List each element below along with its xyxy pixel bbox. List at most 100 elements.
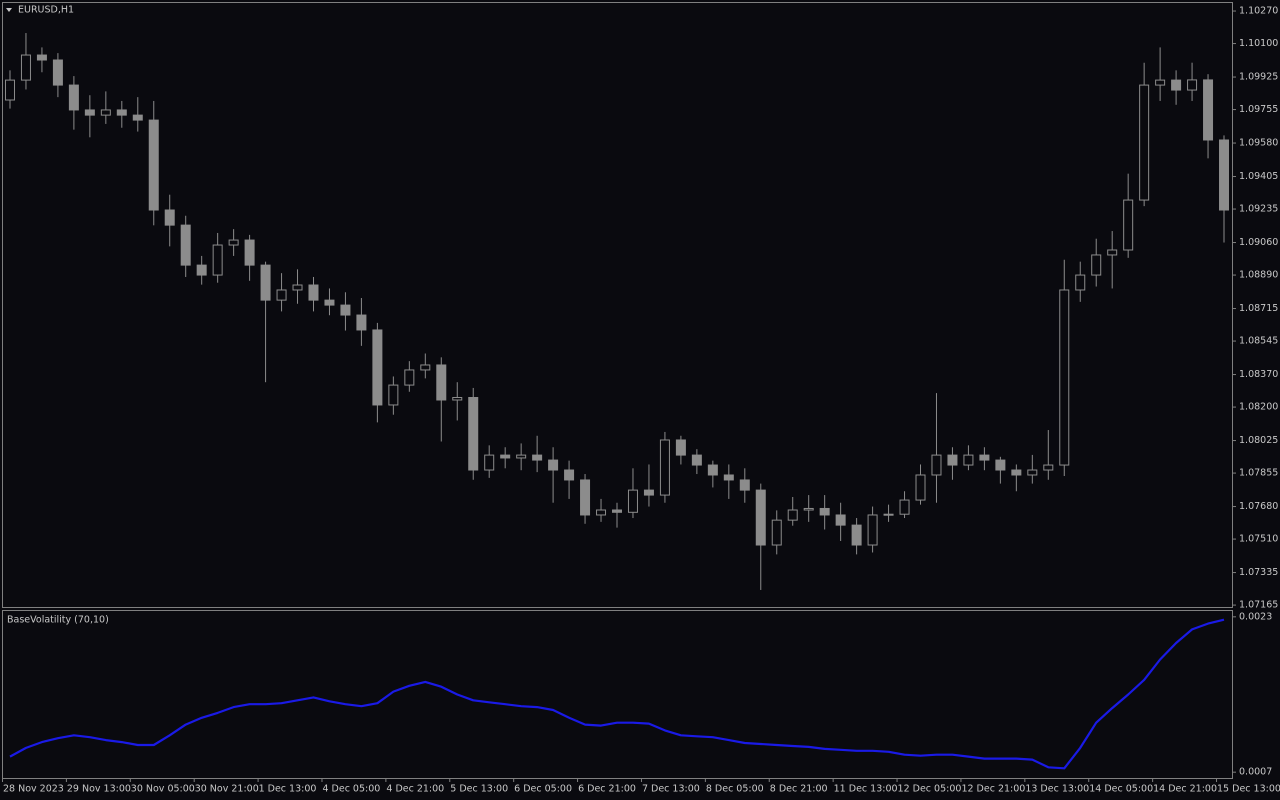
candle-body (420, 364, 431, 371)
candle-body (68, 84, 79, 111)
y-tick-label: 1.10100 (1239, 38, 1278, 49)
y-tick-label: 1.09235 (1239, 204, 1278, 215)
x-tick-label: 15 Dec 13:00 (1217, 784, 1280, 795)
candle-body (164, 209, 175, 226)
candle-body (851, 524, 862, 546)
candle-body (436, 364, 447, 401)
candle-body (564, 469, 575, 481)
candle-body (228, 239, 239, 246)
y-tick-label: 1.09925 (1239, 72, 1278, 83)
candle-body (1043, 464, 1054, 471)
candle-body (148, 119, 159, 211)
y-tick-label: 1.07165 (1239, 600, 1278, 611)
candle-body (739, 479, 750, 491)
y-tick-label: 1.08545 (1239, 336, 1278, 347)
y-tick-label: 1.08715 (1239, 303, 1278, 314)
candle-body (324, 299, 335, 306)
candle-body (196, 264, 207, 276)
candle-body (787, 509, 798, 521)
y-tick-label: 1.10270 (1239, 6, 1278, 17)
candle-body (1027, 469, 1038, 476)
candle-body (580, 479, 591, 516)
candle-body (659, 439, 670, 496)
x-tick-label: 5 Dec 13:00 (450, 784, 508, 795)
candle-body (612, 509, 622, 513)
candle-body (292, 284, 303, 291)
candle-body (260, 264, 271, 301)
candle-body (484, 454, 495, 471)
candle-body (116, 109, 127, 116)
menu-arrow[interactable] (6, 8, 12, 12)
candle-body (627, 489, 638, 513)
x-tick-label: 4 Dec 21:00 (386, 784, 444, 795)
x-tick-label: 6 Dec 05:00 (514, 784, 572, 795)
candle-body (4, 79, 15, 101)
candle-body (1123, 199, 1134, 251)
candle-body (1155, 79, 1166, 86)
y-tick-label: 1.08025 (1239, 435, 1278, 446)
indicator-frame (2, 610, 1233, 779)
candle-body (1107, 249, 1118, 256)
candle-body (723, 474, 734, 481)
candle-body (132, 114, 143, 121)
candle-body (532, 454, 543, 461)
x-tick-label: 8 Dec 21:00 (770, 784, 828, 795)
candle-body (1187, 79, 1198, 91)
x-tick-label: 12 Dec 05:00 (898, 784, 962, 795)
y-tick-label: 1.09580 (1239, 138, 1278, 149)
candle-body (675, 439, 686, 456)
x-tick-label: 8 Dec 05:00 (706, 784, 764, 795)
candle-body (516, 454, 527, 459)
candle-body (1075, 274, 1086, 291)
candle-body (691, 454, 702, 466)
candle-body (372, 329, 383, 406)
candle-body (404, 369, 415, 386)
x-tick-label: 28 Nov 2023 (3, 784, 64, 795)
y-tick-label: 1.07510 (1239, 534, 1278, 545)
x-tick-label: 14 Dec 21:00 (1153, 784, 1217, 795)
candle-body (979, 454, 990, 461)
candle-body (755, 489, 766, 546)
candle-body (180, 224, 191, 266)
x-tick-label: 30 Nov 21:00 (195, 784, 259, 795)
candle-body (84, 109, 95, 116)
candle-body (20, 54, 31, 81)
candle-body (883, 513, 894, 516)
x-tick-label: 14 Dec 05:00 (1089, 784, 1153, 795)
candle-body (1219, 139, 1230, 211)
y-tick-label: 1.08370 (1239, 369, 1278, 380)
symbol-title: EURUSD,H1 (18, 5, 74, 16)
candle-body (867, 514, 878, 546)
main-frame (2, 2, 1233, 608)
y-tick-label: 1.08890 (1239, 270, 1278, 281)
y-tick-label: 1.07855 (1239, 468, 1278, 479)
candle-body (276, 289, 287, 301)
candle-body (36, 54, 47, 61)
candle-body (1139, 84, 1150, 201)
x-tick-label: 1 Dec 13:00 (259, 784, 317, 795)
candle-body (819, 507, 830, 516)
candle-body (835, 514, 846, 526)
x-tick-label: 6 Dec 21:00 (578, 784, 636, 795)
candle-body (915, 474, 926, 501)
candle-body (899, 499, 910, 515)
candle-body (308, 284, 319, 301)
y-tick-label: 0.0007 (1239, 767, 1272, 778)
candle-body (947, 454, 958, 466)
candle-body (1059, 289, 1070, 466)
y-tick-label: 1.09060 (1239, 237, 1278, 248)
candle-body (1171, 79, 1182, 91)
candle-body (995, 459, 1006, 471)
candle-body (803, 507, 814, 511)
candle-body (244, 239, 255, 266)
candle-body (340, 304, 351, 316)
candle-body (548, 459, 559, 471)
candle-body (771, 519, 782, 546)
x-tick-label: 29 Nov 13:00 (67, 784, 131, 795)
y-tick-label: 1.08200 (1239, 402, 1278, 413)
x-tick-label: 4 Dec 05:00 (322, 784, 380, 795)
candle-body (707, 464, 718, 476)
